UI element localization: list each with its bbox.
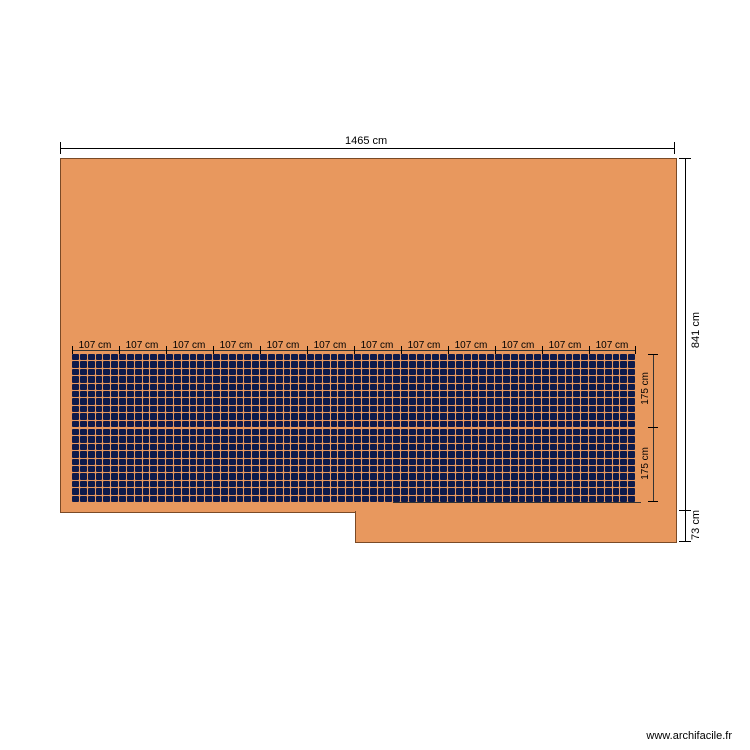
solar-panel <box>589 429 635 502</box>
panel-col-tick <box>354 346 355 354</box>
solar-panel <box>166 429 212 502</box>
panel-col-tick <box>119 346 120 354</box>
dim-right2-line <box>685 511 686 542</box>
solar-panel <box>401 429 447 502</box>
panel-col-tick <box>448 346 449 354</box>
solar-panel <box>495 429 541 502</box>
solar-panel <box>354 354 400 427</box>
diagram-stage: { "canvas": { "width": 750, "height": 75… <box>0 0 750 750</box>
solar-panel <box>260 429 306 502</box>
solar-panel <box>166 354 212 427</box>
dim-right1-line <box>685 158 686 511</box>
solar-panel <box>119 429 165 502</box>
dim-right2-label: 73 cm <box>690 510 702 540</box>
solar-panel <box>542 429 588 502</box>
dim-top-tick-r <box>674 142 675 154</box>
panel-row-label-0: 175 cm <box>640 372 651 405</box>
dim-right1-label: 841 cm <box>690 312 702 348</box>
dim-segment-line <box>393 502 641 503</box>
solar-panel <box>401 354 447 427</box>
panel-row-dimline <box>653 354 654 502</box>
solar-panel <box>213 354 259 427</box>
panel-row-tick-2 <box>648 501 658 502</box>
panel-col-tick <box>260 346 261 354</box>
panel-row-tick-0 <box>648 354 658 355</box>
solar-panel <box>307 429 353 502</box>
solar-panel <box>354 429 400 502</box>
solar-panel <box>72 354 118 427</box>
solar-panel <box>119 354 165 427</box>
solar-panel <box>495 354 541 427</box>
dim-top-label: 1465 cm <box>345 135 387 147</box>
panel-col-tick <box>166 346 167 354</box>
panel-row-tick-1 <box>648 427 658 428</box>
panel-row-0 <box>72 354 636 427</box>
panel-col-tick <box>401 346 402 354</box>
solar-panel <box>542 354 588 427</box>
panel-col-tick <box>635 346 636 354</box>
solar-panel <box>72 429 118 502</box>
solar-panel <box>448 429 494 502</box>
solar-panel <box>307 354 353 427</box>
panel-array <box>72 354 636 502</box>
dim-right2-tick-b <box>679 541 691 542</box>
panel-col-tick <box>542 346 543 354</box>
dim-top-tick-l <box>60 142 61 154</box>
watermark: www.archifacile.fr <box>646 730 732 742</box>
dim-right1-tick-t <box>679 158 691 159</box>
panel-col-tick <box>307 346 308 354</box>
solar-panel <box>260 354 306 427</box>
solar-panel <box>448 354 494 427</box>
solar-panel <box>213 429 259 502</box>
roof-extension <box>355 511 677 543</box>
panel-row-1 <box>72 429 636 502</box>
panel-col-tick <box>72 346 73 354</box>
panel-col-tick <box>495 346 496 354</box>
panel-col-tick <box>213 346 214 354</box>
panel-col-tick <box>589 346 590 354</box>
dim-top-line <box>60 148 675 149</box>
panel-row-label-1: 175 cm <box>640 447 651 480</box>
solar-panel <box>589 354 635 427</box>
